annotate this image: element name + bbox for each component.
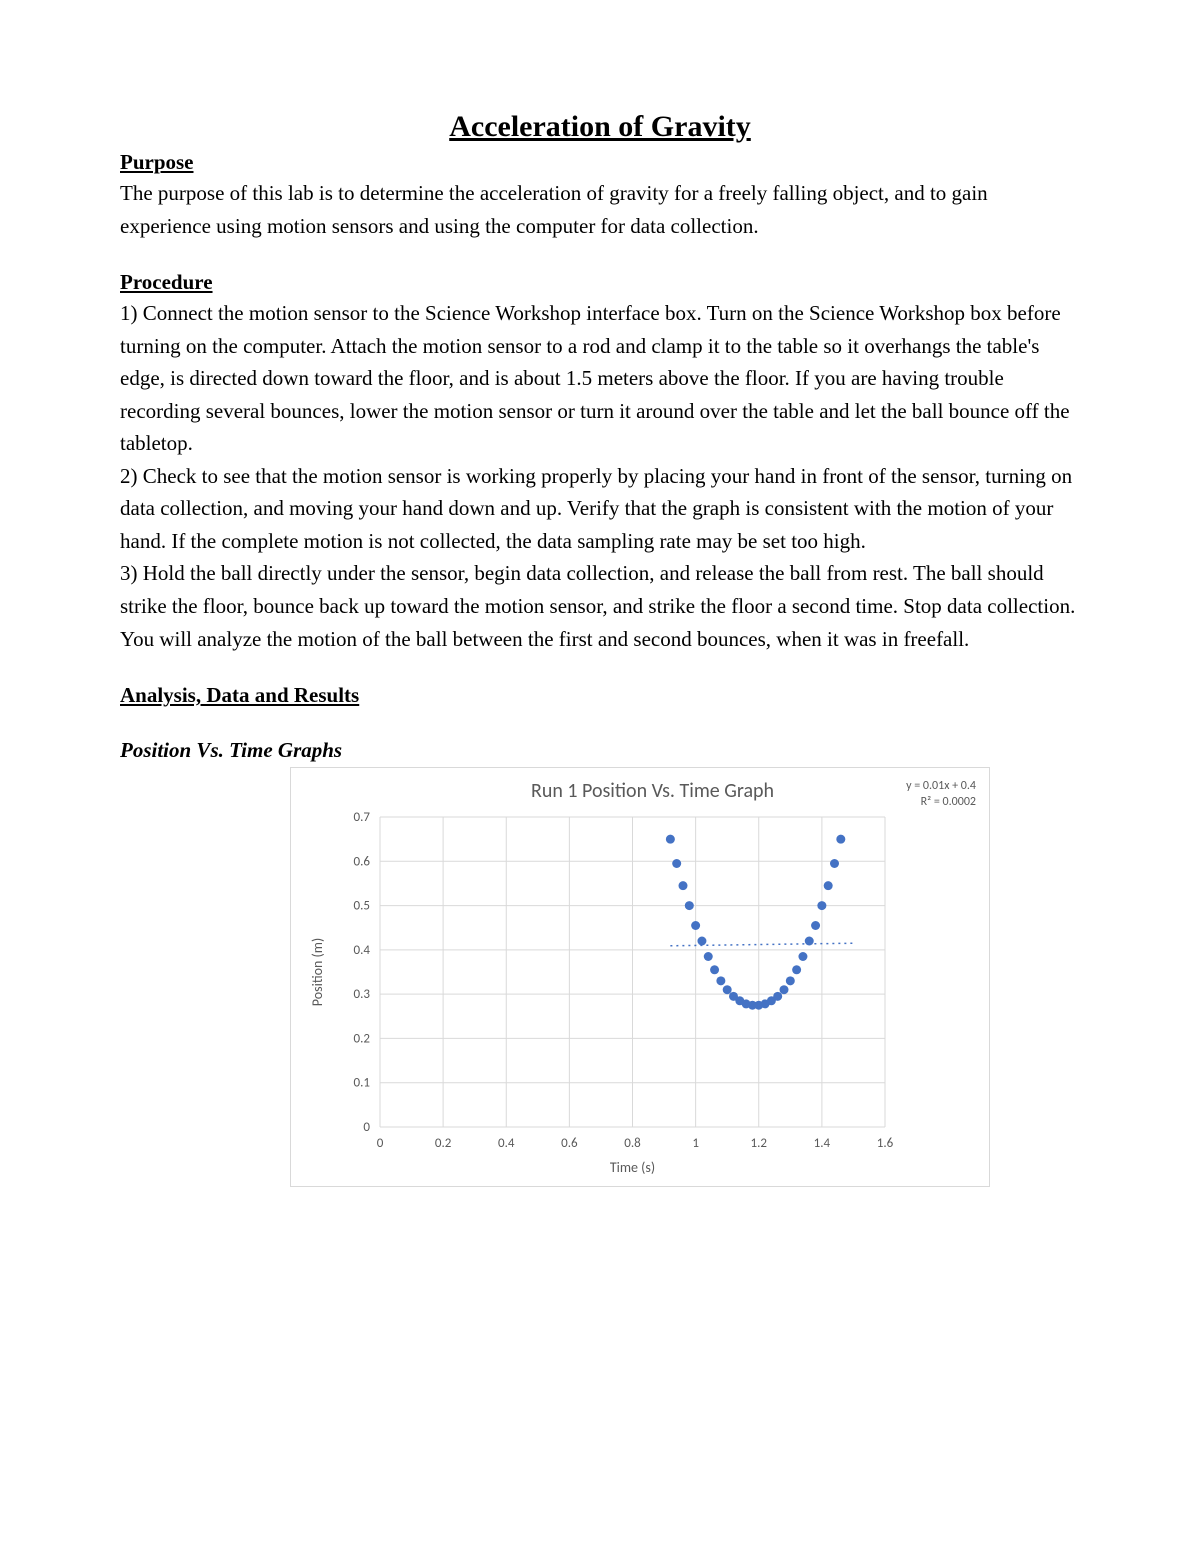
svg-text:R² = 0.0002: R² = 0.0002 <box>921 795 976 809</box>
svg-text:0.3: 0.3 <box>354 987 371 1002</box>
svg-text:1.2: 1.2 <box>751 1136 768 1151</box>
procedure-step-3: 3) Hold the ball directly under the sens… <box>120 557 1080 655</box>
svg-text:0.4: 0.4 <box>354 943 371 958</box>
procedure-heading: Procedure <box>120 270 1080 295</box>
svg-text:0.6: 0.6 <box>354 854 371 869</box>
position-time-chart: 0 0.2 0.4 0.6 0.8 1 1.2 1.4 1.6 0 0.1 0.2 0.3 0.4 0.5 0… <box>290 767 990 1187</box>
purpose-heading: Purpose <box>120 150 1080 175</box>
procedure-step-2: 2) Check to see that the motion sensor i… <box>120 460 1080 558</box>
svg-text:0.6: 0.6 <box>561 1136 578 1151</box>
document-page: Acceleration of Gravity Purpose The purp… <box>0 0 1200 1553</box>
analysis-subhead: Position Vs. Time Graphs <box>120 738 1080 763</box>
svg-text:Run 1 Position Vs. Time Graph: Run 1 Position Vs. Time Graph <box>531 779 774 803</box>
svg-text:0.7: 0.7 <box>354 810 371 825</box>
svg-text:1.4: 1.4 <box>814 1136 831 1151</box>
svg-text:0.2: 0.2 <box>354 1032 371 1047</box>
svg-text:0: 0 <box>377 1136 384 1151</box>
svg-text:0.5: 0.5 <box>354 899 370 914</box>
procedure-step-1: 1) Connect the motion sensor to the Scie… <box>120 297 1080 460</box>
purpose-text: The purpose of this lab is to determine … <box>120 177 1080 242</box>
svg-text:Time (s): Time (s) <box>610 1159 655 1176</box>
page-title: Acceleration of Gravity <box>120 110 1080 144</box>
svg-text:y = 0.01x + 0.4: y = 0.01x + 0.4 <box>906 779 976 793</box>
svg-text:1: 1 <box>692 1136 699 1151</box>
svg-text:1.6: 1.6 <box>877 1136 894 1151</box>
svg-text:Position (m): Position (m) <box>309 938 326 1006</box>
svg-text:0.1: 0.1 <box>354 1076 370 1091</box>
svg-text:0.2: 0.2 <box>435 1136 452 1151</box>
svg-text:0.4: 0.4 <box>498 1136 515 1151</box>
svg-text:0.8: 0.8 <box>624 1136 641 1151</box>
chart-container: 0 0.2 0.4 0.6 0.8 1 1.2 1.4 1.6 0 0.1 0.2 0.3 0.4 0.5 0… <box>290 767 1080 1187</box>
analysis-heading: Analysis, Data and Results <box>120 683 1080 708</box>
svg-text:0: 0 <box>363 1120 370 1135</box>
